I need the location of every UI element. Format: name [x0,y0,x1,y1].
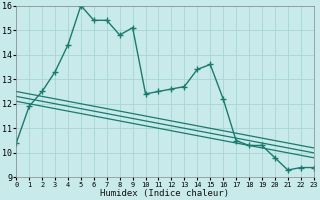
X-axis label: Humidex (Indice chaleur): Humidex (Indice chaleur) [100,189,229,198]
